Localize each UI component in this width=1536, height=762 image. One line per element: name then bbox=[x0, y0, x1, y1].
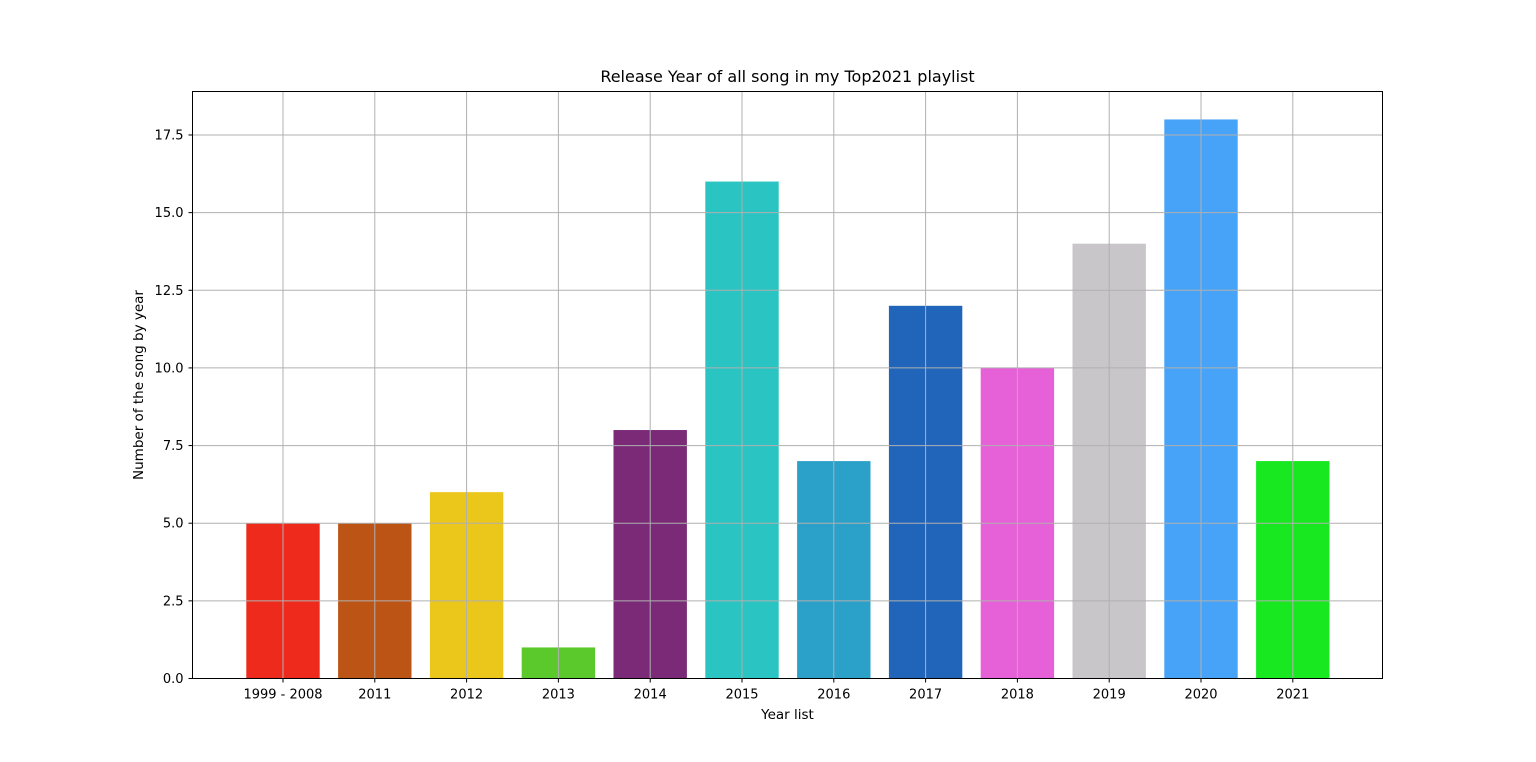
y-tick-label: 0.0 bbox=[163, 672, 184, 687]
x-tick-label: 2012 bbox=[450, 688, 483, 703]
x-tick-label: 2021 bbox=[1276, 688, 1309, 703]
x-tick-label: 2018 bbox=[1001, 688, 1034, 703]
x-tick-label: 2011 bbox=[358, 688, 391, 703]
x-tick-label: 2016 bbox=[817, 688, 850, 703]
x-tick-label: 2014 bbox=[634, 688, 667, 703]
x-tick-label: 2017 bbox=[909, 688, 942, 703]
y-tick-label: 10.0 bbox=[155, 361, 184, 376]
y-tick-label: 12.5 bbox=[155, 284, 184, 299]
x-tick-label: 2015 bbox=[725, 688, 758, 703]
x-tick-label: 2013 bbox=[542, 688, 575, 703]
chart-title: Release Year of all song in my Top2021 p… bbox=[600, 67, 974, 86]
y-tick-label: 17.5 bbox=[155, 128, 184, 143]
y-tick-label: 5.0 bbox=[163, 517, 184, 532]
y-tick-label: 2.5 bbox=[163, 594, 184, 609]
y-tick-label: 7.5 bbox=[163, 439, 184, 454]
x-axis-label: Year list bbox=[760, 707, 814, 723]
x-tick-label: 2020 bbox=[1184, 688, 1217, 703]
y-axis-label: Number of the song by year bbox=[131, 290, 147, 480]
x-tick-label: 1999 - 2008 bbox=[243, 688, 322, 703]
x-tick-label: 2019 bbox=[1093, 688, 1126, 703]
y-tick-label: 15.0 bbox=[155, 206, 184, 221]
